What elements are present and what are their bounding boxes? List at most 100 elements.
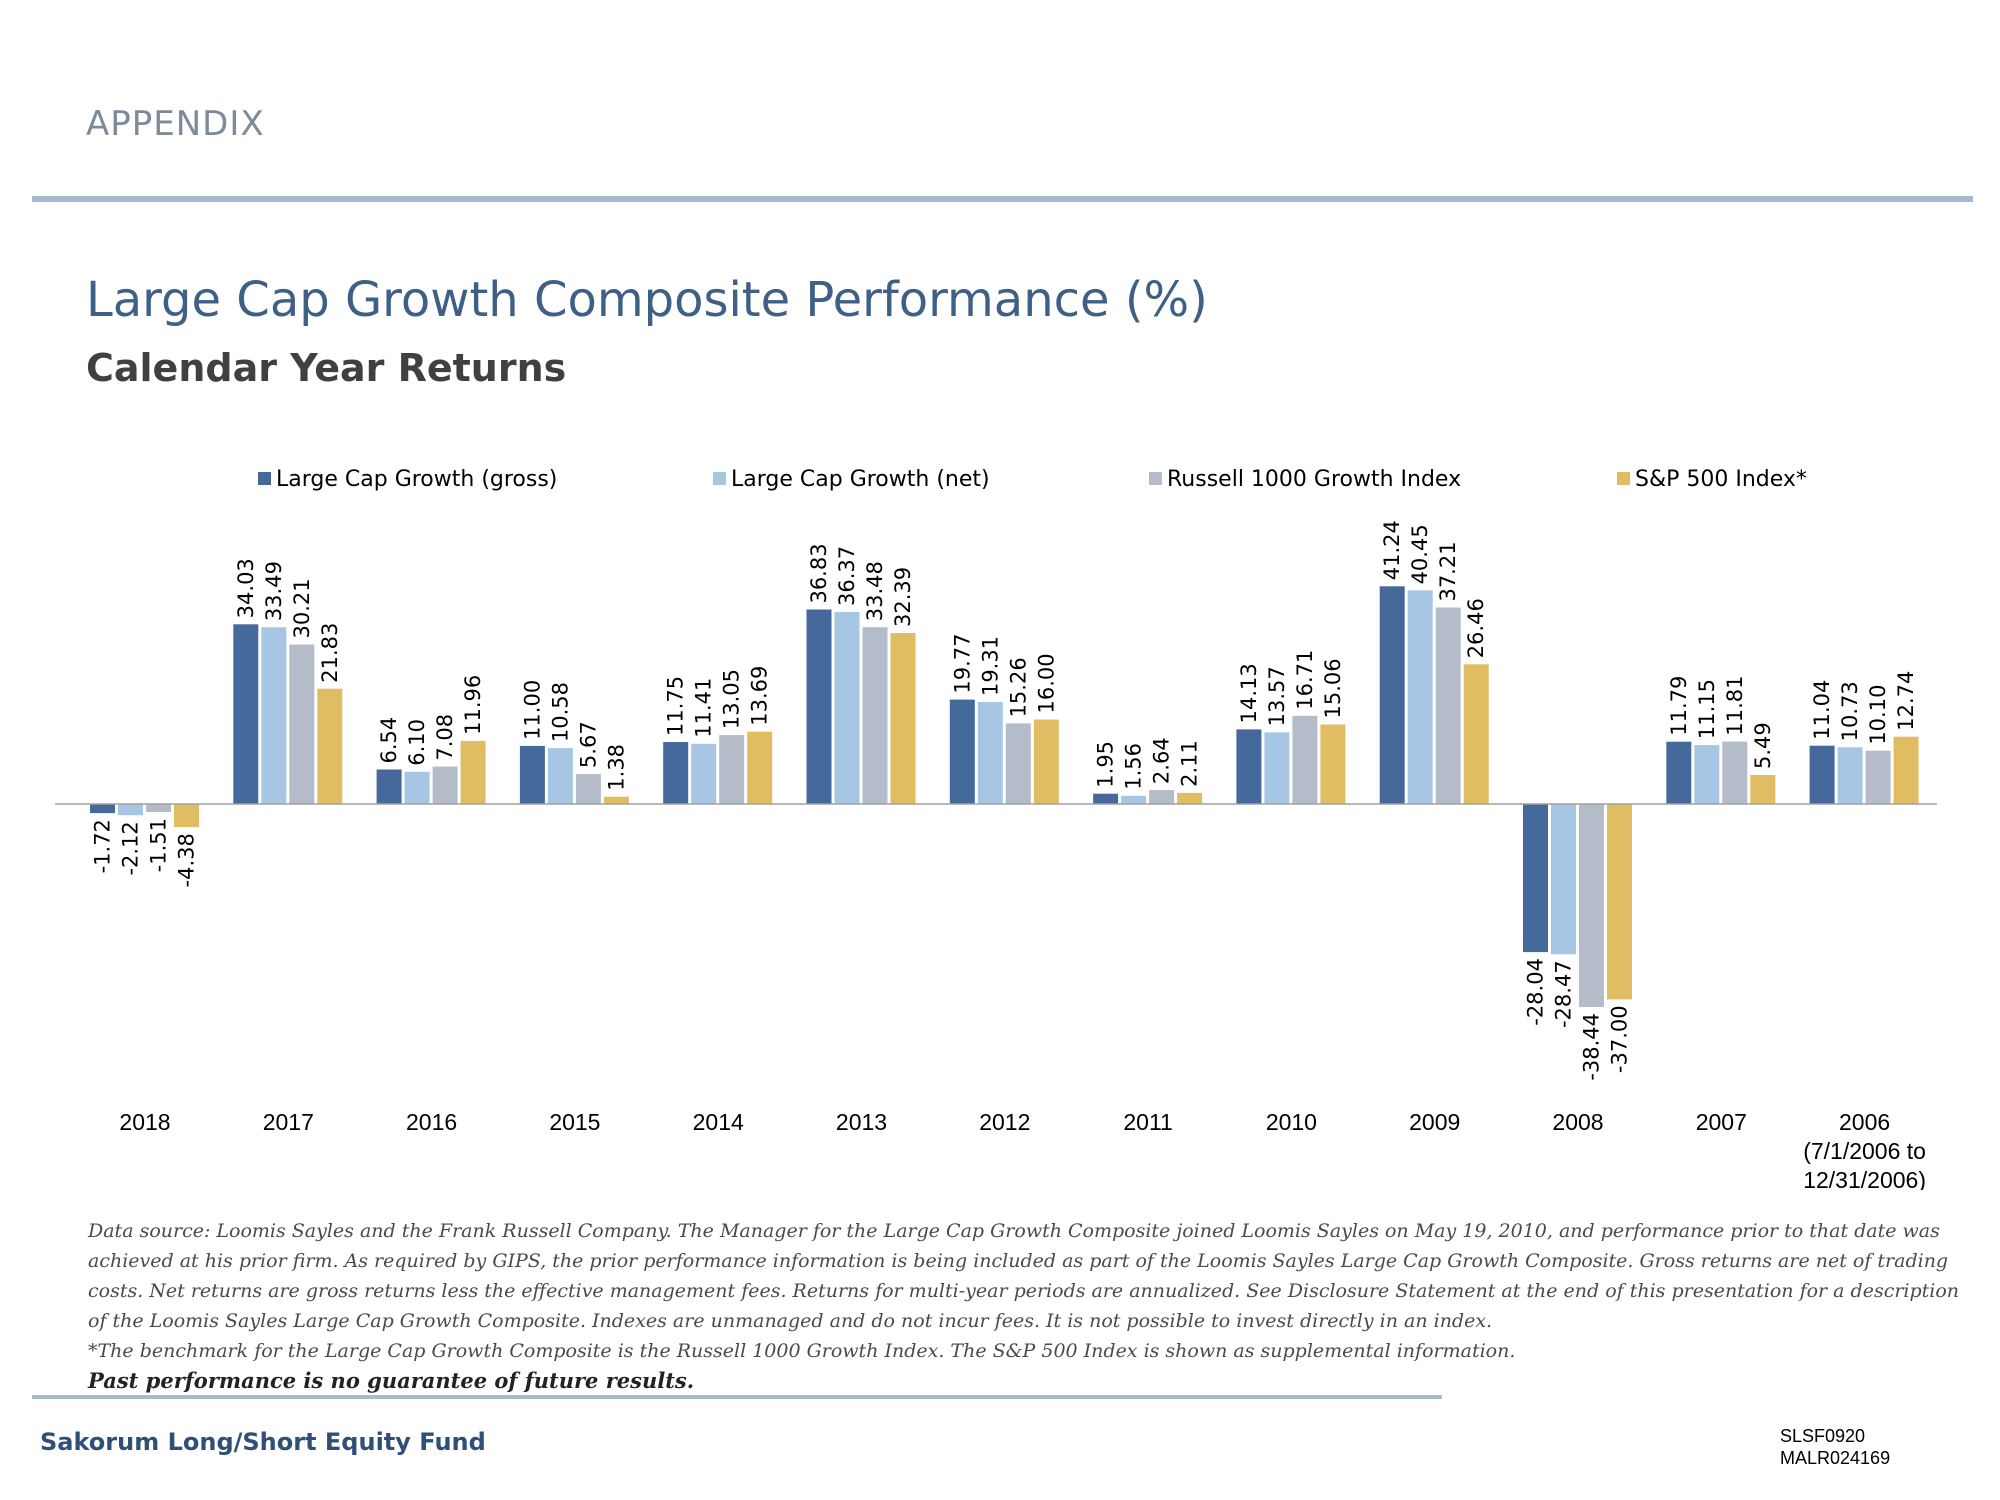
section-label: APPENDIX: [86, 104, 265, 144]
data-label-2012-gross: 19.77: [950, 633, 974, 693]
data-label-2014-sp500: 13.69: [748, 666, 772, 726]
category-label-2009: 2009: [1409, 1109, 1460, 1135]
legend-label-net: Large Cap Growth (net): [731, 467, 990, 492]
category-label-2010: 2010: [1266, 1109, 1317, 1135]
data-label-2013-sp500: 32.39: [891, 567, 915, 627]
category-label-2011: 2011: [1123, 1109, 1172, 1135]
bar-2008-sp500: [1607, 804, 1632, 1000]
bar-2007-russell: [1722, 741, 1748, 804]
data-label-2018-russell: -1.51: [147, 818, 171, 872]
category-note-line-2: 12/31/2006): [1803, 1167, 1926, 1190]
legend-swatch-net: [713, 472, 726, 485]
data-label-2012-russell: 15.26: [1006, 657, 1030, 717]
bar-2015-sp500: [603, 796, 629, 804]
bar-2018-net: [118, 804, 143, 816]
data-label-2016-sp500: 11.96: [461, 675, 485, 735]
data-label-2007-russell: 11.81: [1723, 676, 1747, 736]
bar-2006-russell: [1865, 750, 1891, 804]
category-label-2007: 2007: [1696, 1109, 1747, 1135]
data-label-2016-russell: 7.08: [433, 714, 457, 761]
bar-2013-gross: [806, 609, 832, 804]
bar-2013-russell: [862, 627, 888, 804]
bar-2009-gross: [1379, 586, 1405, 804]
data-label-2018-net: -2.12: [119, 821, 143, 875]
bar-2006-sp500: [1893, 736, 1919, 804]
bar-2010-net: [1264, 732, 1290, 804]
data-label-2010-net: 13.57: [1265, 666, 1289, 726]
data-label-2008-gross: -28.04: [1524, 958, 1548, 1026]
data-label-2014-gross: 11.75: [664, 676, 688, 736]
data-label-2006-russell: 10.10: [1866, 685, 1890, 745]
data-label-2011-sp500: 2.11: [1178, 740, 1202, 787]
legend-swatch-russell: [1149, 472, 1162, 485]
bar-2009-russell: [1435, 607, 1461, 804]
data-label-2014-russell: 13.05: [720, 669, 744, 729]
data-label-2015-sp500: 1.38: [604, 744, 628, 791]
data-label-2007-sp500: 5.49: [1751, 722, 1775, 769]
bar-2008-gross: [1523, 804, 1548, 953]
bar-2016-net: [404, 771, 430, 804]
legend-label-russell: Russell 1000 Growth Index: [1167, 467, 1461, 492]
bar-2011-russell: [1149, 790, 1175, 804]
footer-divider: [32, 1395, 1442, 1399]
category-label-2012: 2012: [979, 1109, 1030, 1135]
bar-2011-sp500: [1177, 792, 1203, 804]
bar-2007-net: [1694, 745, 1720, 804]
bar-2017-net: [261, 627, 287, 804]
bar-2006-gross: [1809, 745, 1835, 804]
bar-2017-gross: [233, 624, 259, 804]
data-label-2010-sp500: 15.06: [1321, 658, 1345, 718]
data-label-2015-gross: 11.00: [520, 680, 544, 740]
legend-swatch-gross: [258, 472, 271, 485]
data-label-2010-gross: 14.13: [1237, 663, 1261, 723]
data-label-2018-gross: -1.72: [91, 819, 115, 873]
page-subtitle: Calendar Year Returns: [86, 346, 567, 390]
data-label-2015-russell: 5.67: [576, 721, 600, 768]
data-label-2012-net: 19.31: [978, 636, 1002, 696]
bar-2007-gross: [1666, 741, 1692, 804]
data-label-2009-sp500: 26.46: [1464, 598, 1488, 658]
category-label-2013: 2013: [836, 1109, 887, 1135]
data-label-2008-sp500: -37.00: [1608, 1005, 1632, 1073]
data-label-2013-russell: 33.48: [863, 561, 887, 621]
bar-2010-sp500: [1320, 724, 1346, 804]
data-label-2017-net: 33.49: [262, 561, 286, 621]
bar-2011-net: [1121, 795, 1147, 804]
category-note-line-1: (7/1/2006 to: [1803, 1138, 1926, 1164]
category-label-2006: 2006: [1839, 1109, 1890, 1135]
bar-2009-net: [1407, 590, 1433, 804]
bar-2012-sp500: [1033, 719, 1059, 804]
data-label-2016-net: 6.10: [405, 719, 429, 766]
page-title: Large Cap Growth Composite Performance (…: [86, 272, 1208, 328]
bar-2014-gross: [663, 742, 689, 804]
data-label-2007-net: 11.15: [1695, 679, 1719, 739]
bar-chart: Large Cap Growth (gross) Large Cap Growth…: [55, 467, 1937, 1190]
header-divider: [32, 196, 1973, 202]
data-label-2018-sp500: -4.38: [175, 833, 199, 887]
data-label-2011-russell: 2.64: [1150, 737, 1174, 784]
bar-2012-net: [977, 702, 1003, 804]
category-label-2017: 2017: [263, 1109, 314, 1135]
data-label-2012-sp500: 16.00: [1034, 653, 1058, 713]
bar-2016-gross: [376, 769, 402, 804]
category-label-2015: 2015: [549, 1109, 600, 1135]
legend-label-sp500: S&P 500 Index*: [1635, 467, 1807, 492]
bar-2008-net: [1551, 804, 1576, 955]
data-label-2017-sp500: 21.83: [318, 623, 342, 683]
bar-2015-gross: [519, 745, 545, 804]
data-label-2008-net: -28.47: [1552, 960, 1576, 1028]
category-label-2014: 2014: [693, 1109, 744, 1135]
bar-2017-russell: [289, 644, 315, 804]
data-label-2013-gross: 36.83: [807, 543, 831, 603]
bar-2017-sp500: [317, 688, 343, 804]
bar-2006-net: [1837, 747, 1863, 804]
data-label-2006-sp500: 12.74: [1894, 671, 1918, 731]
bar-2013-sp500: [890, 633, 916, 804]
document-code-1: SLSF0920: [1780, 1426, 1866, 1446]
bar-2015-russell: [575, 774, 601, 804]
footnote-benchmark: *The benchmark for the Large Cap Growth …: [88, 1340, 1516, 1362]
bar-2010-gross: [1236, 729, 1262, 804]
footnote-past-performance: Past performance is no guarantee of futu…: [88, 1368, 695, 1393]
category-label-2018: 2018: [119, 1109, 170, 1135]
data-label-2008-russell: -38.44: [1580, 1013, 1604, 1081]
